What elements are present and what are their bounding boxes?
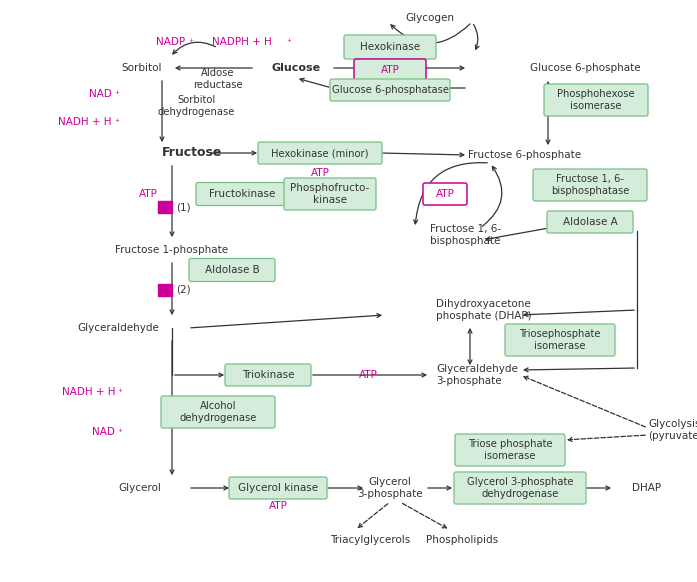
Text: Glycerol 3-phosphate
dehydrogenase: Glycerol 3-phosphate dehydrogenase (467, 477, 573, 499)
Text: Triokinase: Triokinase (242, 370, 294, 380)
Text: NAD: NAD (92, 427, 115, 437)
Text: (2): (2) (176, 285, 190, 295)
Bar (158, 201, 172, 213)
Text: Fructose 1, 6-
bisphosphatase: Fructose 1, 6- bisphosphatase (551, 174, 629, 196)
Text: ATP: ATP (268, 501, 287, 511)
Text: Glyceraldehyde: Glyceraldehyde (77, 323, 159, 333)
Text: Aldolase A: Aldolase A (562, 217, 618, 227)
Text: ATP: ATP (358, 370, 378, 380)
Text: $^+$: $^+$ (116, 388, 123, 396)
Text: Phospholipids: Phospholipids (426, 535, 498, 545)
Text: Fructokinase: Fructokinase (209, 189, 275, 199)
Text: Glucose 6-phosphate: Glucose 6-phosphate (530, 63, 641, 73)
Text: Alcohol
dehydrogenase: Alcohol dehydrogenase (179, 401, 256, 423)
Text: Glucose: Glucose (271, 63, 321, 73)
Text: Fructose 1, 6-
bisphosphate: Fructose 1, 6- bisphosphate (430, 224, 501, 246)
FancyBboxPatch shape (544, 84, 648, 116)
Text: Phosphohexose
isomerase: Phosphohexose isomerase (557, 89, 635, 111)
Text: Triosephosphate
isomerase: Triosephosphate isomerase (519, 329, 601, 351)
Text: NADH + H: NADH + H (59, 117, 112, 127)
Text: $^+$: $^+$ (113, 90, 121, 98)
Text: Sorbitol
dehydrogenase: Sorbitol dehydrogenase (158, 95, 235, 117)
Text: Glycerol
3-phosphate: Glycerol 3-phosphate (357, 477, 423, 499)
FancyBboxPatch shape (547, 211, 633, 233)
Text: ATP: ATP (311, 168, 330, 178)
Text: $^+$: $^+$ (113, 118, 121, 126)
FancyBboxPatch shape (455, 434, 565, 466)
FancyBboxPatch shape (330, 79, 450, 101)
Text: Fructose 1-phosphate: Fructose 1-phosphate (116, 245, 229, 255)
Text: Triose phosphate
isomerase: Triose phosphate isomerase (468, 439, 552, 461)
FancyBboxPatch shape (354, 59, 426, 80)
Text: $^+$: $^+$ (116, 428, 123, 436)
Text: (1): (1) (176, 202, 190, 212)
Text: Hexokinase (minor): Hexokinase (minor) (271, 148, 369, 158)
FancyBboxPatch shape (454, 472, 586, 504)
FancyBboxPatch shape (196, 183, 288, 205)
Text: NADH + H: NADH + H (61, 387, 115, 397)
FancyBboxPatch shape (229, 477, 327, 499)
FancyBboxPatch shape (423, 183, 467, 205)
Text: $^+$: $^+$ (187, 37, 194, 47)
Text: Triacylglycerols: Triacylglycerols (330, 535, 410, 545)
Text: Dihydroxyacetone
phosphate (DHAP): Dihydroxyacetone phosphate (DHAP) (436, 299, 532, 321)
Text: ATP: ATP (381, 65, 399, 75)
Text: $^+$: $^+$ (285, 37, 293, 47)
Text: ATP: ATP (139, 189, 158, 199)
FancyBboxPatch shape (225, 364, 311, 386)
FancyBboxPatch shape (533, 169, 647, 201)
FancyBboxPatch shape (344, 35, 436, 59)
Text: ATP: ATP (436, 189, 454, 199)
Text: Aldolase B: Aldolase B (205, 265, 259, 275)
Text: Glucose 6-phosphatase: Glucose 6-phosphatase (332, 85, 448, 95)
Text: Glycogen: Glycogen (406, 13, 454, 23)
Text: Glycolysis
(pyruvate): Glycolysis (pyruvate) (648, 419, 697, 441)
FancyBboxPatch shape (258, 142, 382, 164)
Text: NADP: NADP (156, 37, 185, 47)
Text: Glycerol kinase: Glycerol kinase (238, 483, 318, 493)
Text: Phosphofructo-
kinase: Phosphofructo- kinase (291, 183, 369, 205)
Text: Hexokinase: Hexokinase (360, 42, 420, 52)
Text: NADPH + H: NADPH + H (212, 37, 272, 47)
Text: Sorbitol: Sorbitol (121, 63, 162, 73)
Text: Aldose
reductase: Aldose reductase (193, 68, 243, 90)
Text: Fructose: Fructose (162, 147, 222, 159)
Text: NAD: NAD (89, 89, 112, 99)
FancyBboxPatch shape (284, 178, 376, 210)
FancyBboxPatch shape (505, 324, 615, 356)
Text: Glyceraldehyde
3-phosphate: Glyceraldehyde 3-phosphate (436, 364, 518, 386)
Text: Glycerol: Glycerol (118, 483, 162, 493)
FancyBboxPatch shape (189, 258, 275, 282)
Text: DHAP: DHAP (632, 483, 661, 493)
Text: Fructose 6-phosphate: Fructose 6-phosphate (468, 150, 581, 160)
FancyBboxPatch shape (161, 396, 275, 428)
Bar (158, 284, 172, 296)
